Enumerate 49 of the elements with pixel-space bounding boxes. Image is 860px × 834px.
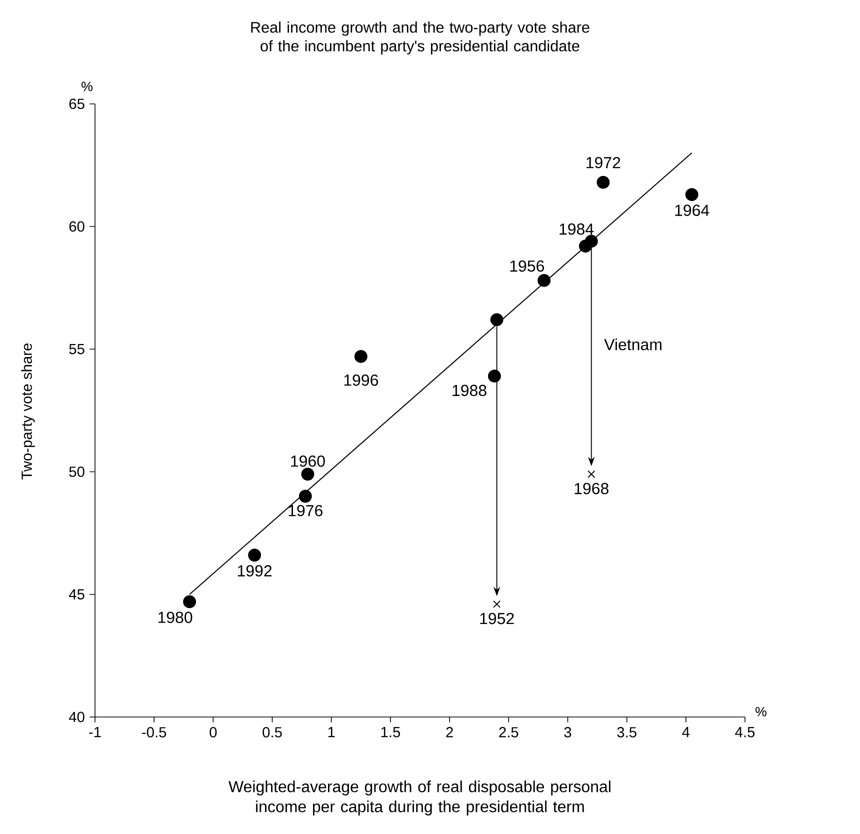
text: % [756, 706, 766, 716]
annotation: 1984 [560, 223, 594, 235]
x-tick-label: 4.5 [735, 727, 755, 738]
x-tick-label: 2 [446, 727, 453, 738]
point [685, 188, 698, 202]
x-tick-label: 0 [210, 727, 217, 738]
y-tick-label: 65 [69, 98, 84, 110]
point [248, 548, 262, 562]
y-tick-label: 55 [69, 344, 84, 354]
text: % [82, 82, 92, 92]
point [183, 595, 196, 608]
point [298, 490, 312, 503]
x-tick-label: 0.5 [262, 727, 282, 738]
point [578, 240, 592, 253]
annotation: 1972 [586, 156, 620, 168]
point [493, 600, 501, 608]
point [538, 274, 551, 287]
x-tick-label: 1 [328, 727, 335, 738]
y-tick-label: 60 [69, 221, 84, 232]
annotation: 1952 [480, 612, 514, 624]
annotation: 1996 [344, 374, 378, 386]
point [488, 370, 501, 383]
point [354, 350, 368, 363]
x-tick-label: 4 [682, 727, 690, 738]
x-tick-label: -1 [89, 727, 101, 738]
y-axis-title: Two-party vote share [21, 344, 35, 480]
annotation: 1976 [288, 504, 322, 516]
x-tick-label: 1.5 [381, 727, 400, 738]
annotation: 1992 [238, 565, 272, 576]
point [596, 176, 610, 189]
y-tick-label: 40 [68, 712, 84, 722]
y-tick-label: 45 [68, 589, 84, 600]
point [301, 468, 314, 481]
annotation: 1980 [158, 612, 192, 624]
annotation: 1968 [574, 482, 608, 494]
annotation: 1956 [510, 260, 544, 272]
point [490, 313, 504, 326]
point [588, 470, 596, 478]
x-tick-label: 3.5 [617, 727, 636, 738]
annotation: 1964 [675, 204, 710, 216]
annotation: Vietnam [604, 338, 662, 350]
x-tick-label: -0.5 [142, 727, 166, 738]
y-tick-label: 50 [69, 466, 84, 477]
annotation: 1988 [452, 384, 486, 396]
chart-title: Real income growth and the two-party vote share of the incumbent party's presidential candidate [251, 22, 590, 54]
x-axis-title: Weighted-average growth of real disposable personal income per capita during the presidential term [228, 780, 610, 816]
annotation: 1960 [291, 455, 325, 467]
x-tick-label: 2.5 [499, 727, 518, 738]
x-tick-label: 3 [564, 727, 572, 738]
